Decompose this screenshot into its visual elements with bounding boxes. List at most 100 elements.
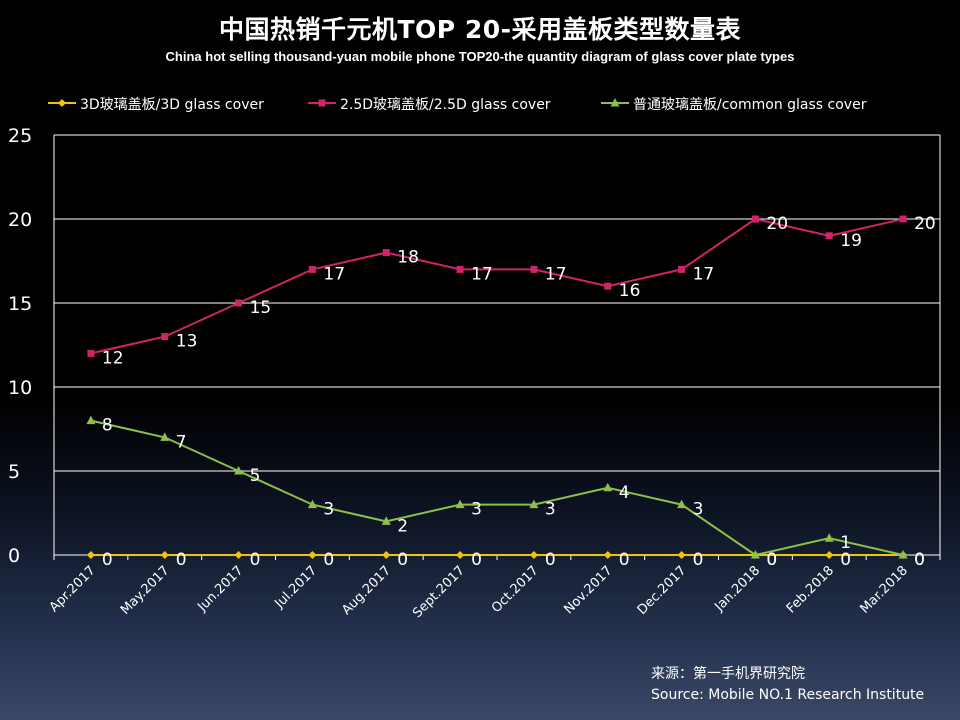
y-tick-label: 15: [8, 293, 32, 315]
data-label: 0: [250, 550, 261, 570]
data-label: 20: [914, 214, 936, 234]
data-label: 12: [102, 348, 124, 368]
legend-label: 3D玻璃盖板/3D glass cover: [80, 96, 264, 113]
data-point: [455, 499, 465, 509]
data-point: [381, 516, 391, 525]
data-label: 0: [176, 550, 187, 570]
data-point: [161, 333, 169, 341]
data-point: [899, 215, 907, 223]
data-label: 13: [176, 332, 198, 352]
data-point: [750, 550, 760, 559]
data-point: [529, 551, 538, 559]
data-point: [382, 551, 391, 559]
data-point: [382, 249, 390, 257]
y-tick-label: 5: [8, 461, 20, 483]
data-label: 15: [250, 298, 272, 318]
data-point: [824, 533, 834, 542]
legend-swatch-marker: [610, 98, 620, 107]
data-point: [603, 482, 613, 492]
data-label: 17: [693, 264, 715, 284]
x-tick-label: Sept.2017: [410, 563, 468, 621]
source-note: 来源：第一手机界研究院 Source: Mobile NO.1 Research…: [651, 664, 924, 706]
data-point: [160, 432, 170, 441]
y-tick-label: 0: [8, 545, 20, 567]
x-tick-label: Nov.2017: [561, 563, 615, 617]
series-0: 0 0 0 0 0 0 0 0 0 0 0 0: [86, 550, 925, 570]
data-point: [87, 349, 95, 357]
data-label: 7: [176, 432, 187, 452]
data-label: 19: [840, 231, 862, 251]
data-label: 0: [471, 550, 482, 570]
data-point: [456, 551, 465, 559]
x-tick-label: May.2017: [118, 563, 173, 618]
legend-swatch-marker: [318, 99, 326, 107]
data-label: 20: [766, 214, 788, 234]
data-point: [825, 551, 834, 559]
data-label: 3: [693, 500, 704, 520]
data-point: [307, 499, 317, 509]
data-point: [234, 551, 243, 559]
data-point: [751, 215, 759, 223]
data-point: [604, 282, 612, 290]
chart-title: 中国热销千元机TOP 20-采用盖板类型数量表: [219, 15, 741, 44]
data-label: 17: [471, 264, 493, 284]
data-point: [235, 299, 243, 307]
data-label: 0: [323, 550, 334, 570]
data-label: 4: [619, 483, 630, 503]
data-point: [898, 550, 908, 559]
x-tick-label: Apr.2017: [47, 563, 99, 615]
data-label: 0: [619, 550, 630, 570]
data-label: 0: [102, 550, 113, 570]
data-label: 0: [766, 550, 777, 570]
data-label: 16: [619, 281, 641, 301]
data-label: 0: [840, 550, 851, 570]
legend-label: 普通玻璃盖板/common glass cover: [633, 96, 867, 113]
x-tick-label: Jul.2017: [272, 563, 321, 612]
chart-subtitle: China hot selling thousand-yuan mobile p…: [165, 49, 795, 64]
data-point: [603, 551, 612, 559]
x-tick-label: Jun.2017: [194, 563, 246, 615]
data-point: [677, 551, 686, 559]
data-point: [234, 466, 244, 475]
x-tick-label: Feb.2018: [784, 563, 837, 616]
data-label: 8: [102, 416, 113, 436]
data-point: [825, 232, 833, 240]
x-tick-label: Mar.2018: [857, 563, 910, 616]
data-point: [308, 265, 316, 273]
legend-item-2: 普通玻璃盖板/common glass cover: [601, 96, 867, 113]
data-label: 18: [397, 248, 419, 268]
source-line-chinese: 来源：第一手机界研究院: [651, 666, 805, 682]
data-label: 5: [250, 466, 261, 486]
series-line: [90, 419, 904, 557]
x-tick-label: Jan.2018: [711, 563, 763, 615]
data-label: 0: [693, 550, 704, 570]
data-point: [677, 499, 687, 509]
data-point: [308, 551, 317, 559]
data-point: [86, 415, 96, 425]
data-label: 17: [323, 264, 345, 284]
data-label: 0: [766, 550, 777, 570]
data-label: 0: [914, 550, 925, 570]
data-label: 3: [323, 500, 334, 520]
data-label: 3: [471, 500, 482, 520]
data-label: 1: [840, 533, 851, 553]
y-tick-label: 25: [8, 125, 32, 147]
chart-legend: 3D玻璃盖板/3D glass cover 2.5D玻璃盖板/2.5D glass…: [48, 96, 867, 113]
data-label: 2: [397, 516, 408, 536]
legend-item-1: 2.5D玻璃盖板/2.5D glass cover: [308, 96, 551, 113]
data-label: 0: [397, 550, 408, 570]
series-line: [90, 217, 904, 355]
y-axis: 0 5 10 15 20 25: [8, 125, 55, 567]
x-tick-label: Aug.2017: [339, 563, 394, 618]
source-line-english: Source: Mobile NO.1 Research Institute: [651, 687, 925, 703]
y-tick-label: 20: [8, 209, 32, 231]
data-point: [456, 265, 464, 273]
data-label: 17: [545, 264, 567, 284]
legend-label: 2.5D玻璃盖板/2.5D glass cover: [340, 96, 551, 113]
data-point: [160, 551, 169, 559]
y-tick-label: 10: [8, 377, 32, 399]
data-point: [86, 551, 95, 559]
x-tick-label: Dec.2017: [635, 563, 690, 618]
